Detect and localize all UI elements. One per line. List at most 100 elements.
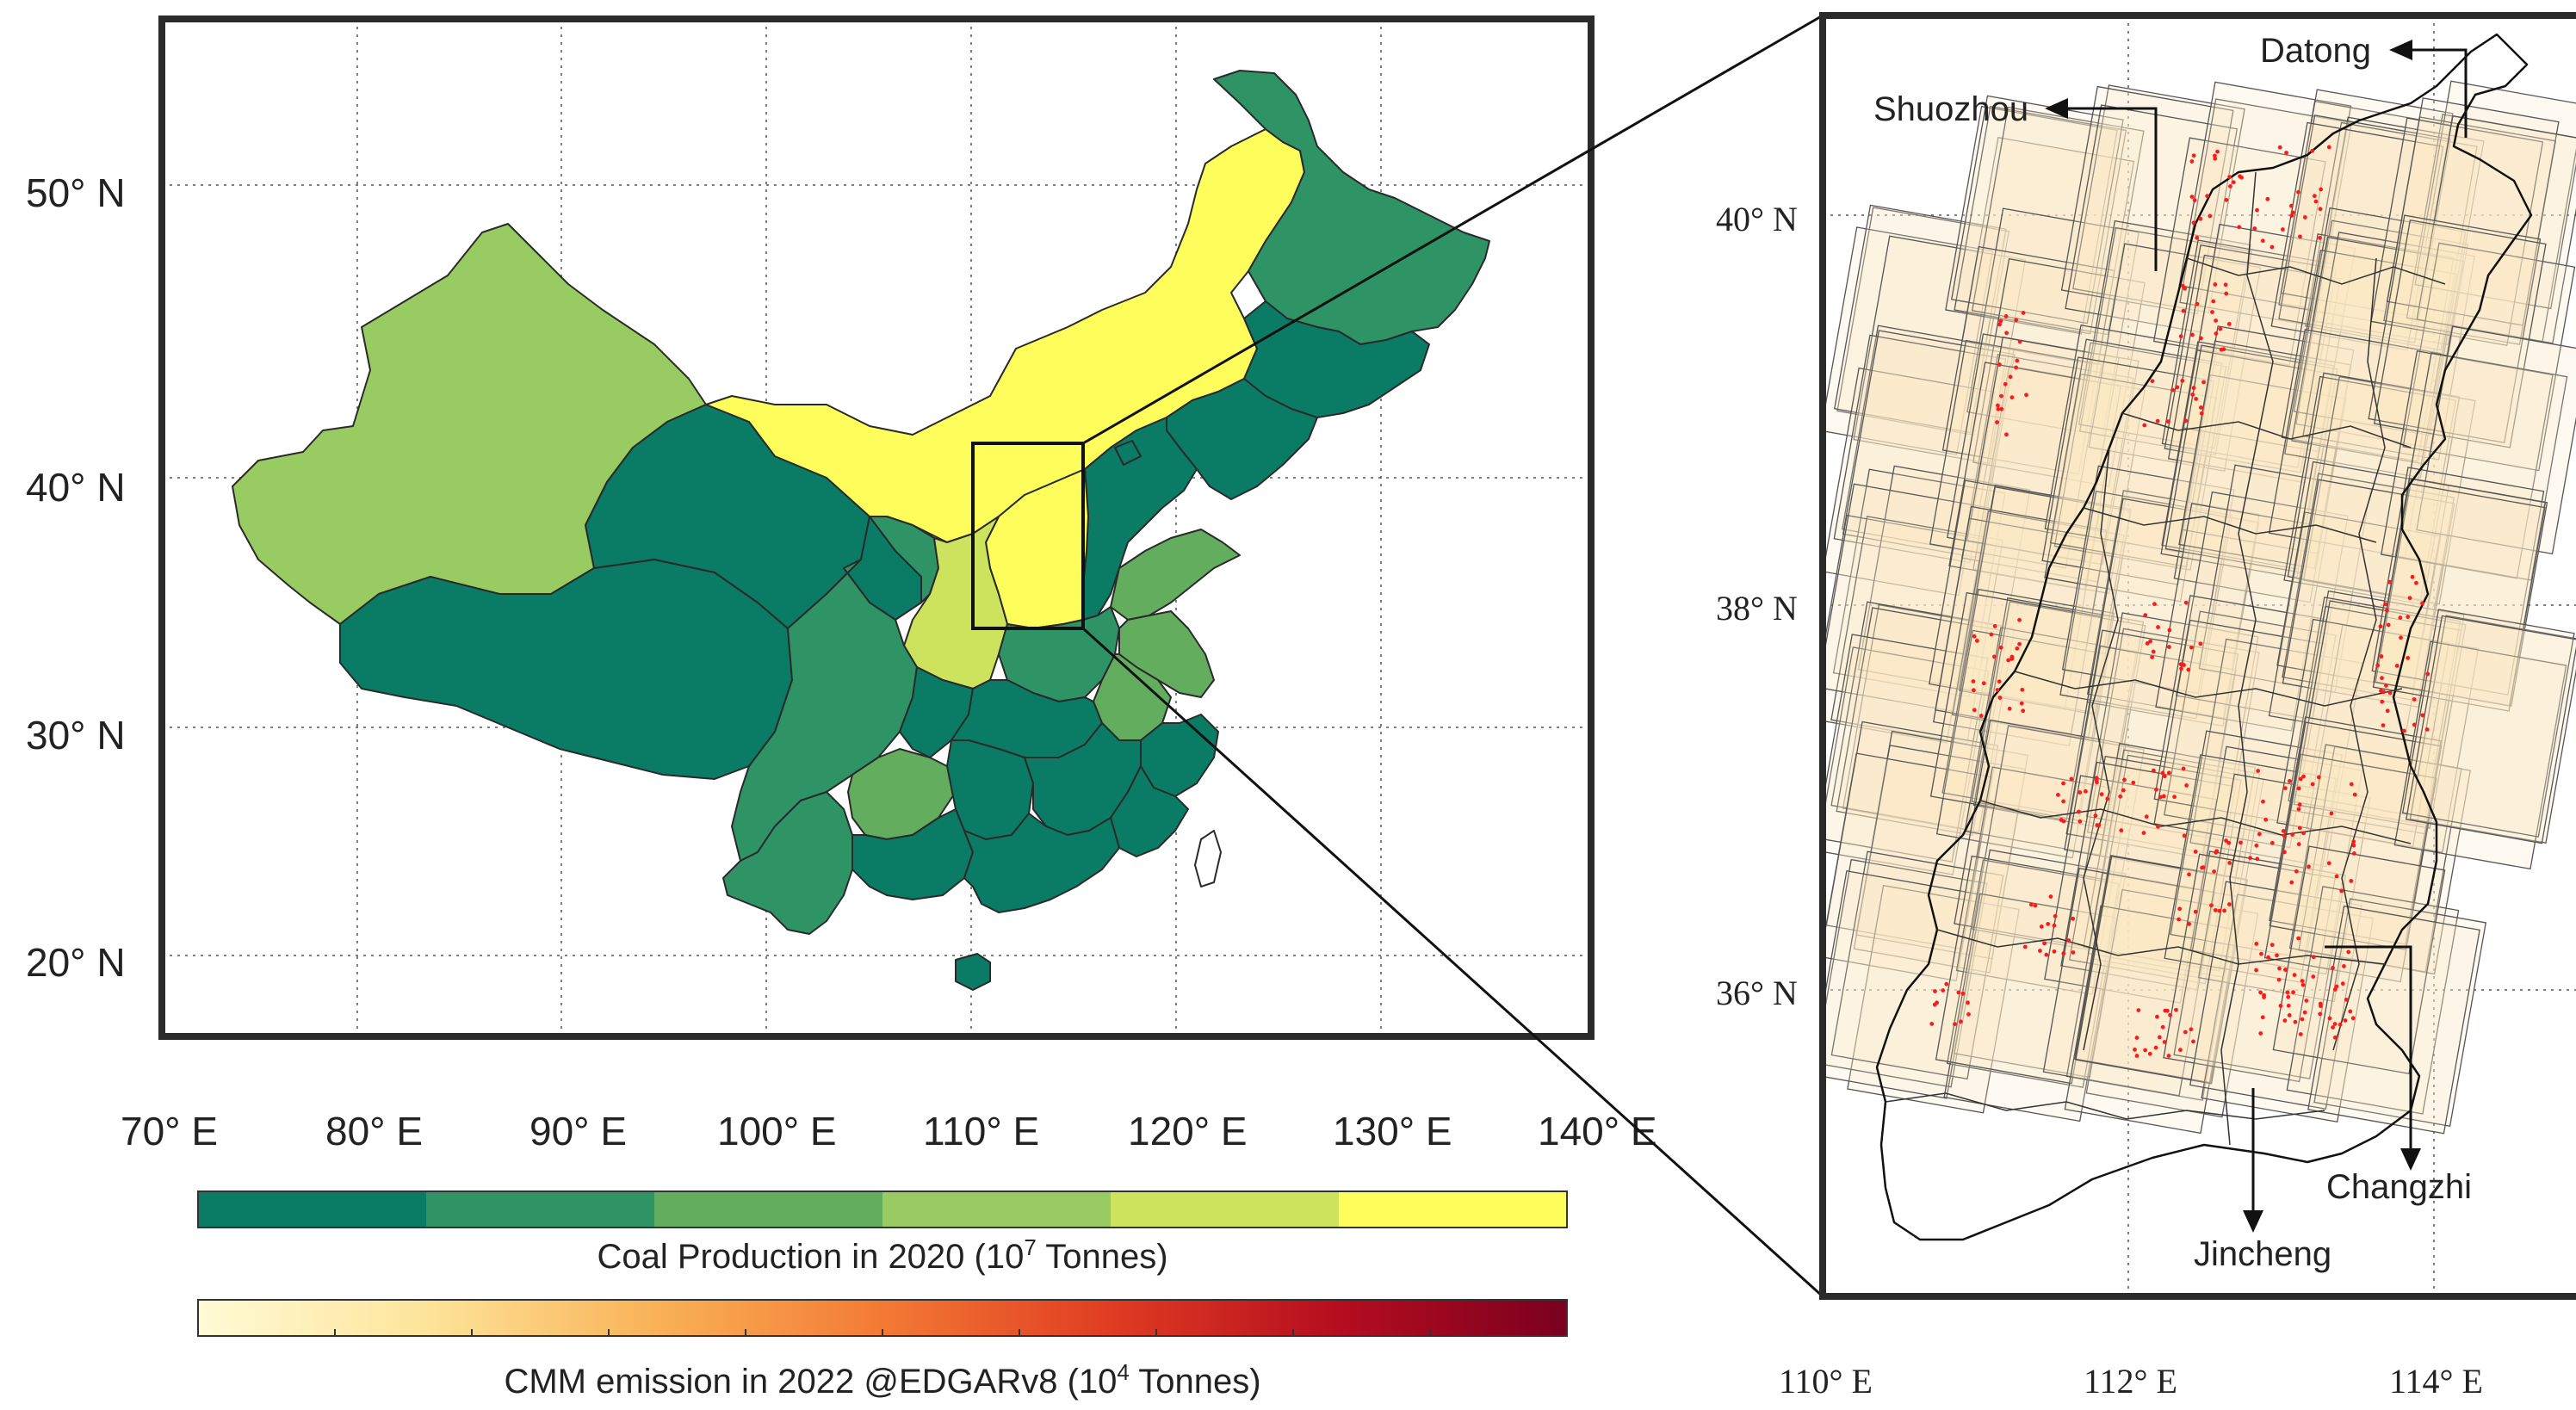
satellite-footprint [2284, 250, 2457, 479]
cmm-point [2071, 950, 2076, 955]
cmm-point [2406, 615, 2411, 620]
cmm-point [2214, 331, 2219, 336]
coal-colorbar-swatch [426, 1191, 655, 1228]
main-lat-labels: 50° N 40° N 30° N 20° N [26, 170, 126, 985]
cmm-point [2121, 788, 2126, 793]
cmm-point [2122, 777, 2127, 782]
cmm-point [2398, 615, 2403, 620]
cmm-point [2021, 311, 2026, 315]
satellite-footprint [1971, 106, 2145, 336]
cmm-point [2214, 850, 2219, 855]
cmm-point [2052, 923, 2057, 928]
cmm-point [2387, 579, 2393, 584]
satellite-footprint [2061, 465, 2235, 695]
cmm-point [2213, 156, 2218, 161]
cmm-point [2227, 861, 2232, 865]
cmm-point [2017, 617, 2022, 622]
cmm-point [2061, 799, 2066, 804]
cmm-point [2424, 727, 2430, 732]
cmm-point [1929, 1022, 1935, 1026]
satellite-footprint [1836, 207, 2010, 436]
changzhi-arrow [2325, 945, 2412, 1153]
cmm-point [2187, 872, 2191, 877]
cmm-point [2293, 1019, 2298, 1024]
cmm-point [2283, 968, 2288, 972]
cmm-point [2266, 955, 2270, 960]
cmm-point [2046, 922, 2051, 926]
cmm-point [2318, 1011, 2323, 1017]
cmm-point [2296, 807, 2301, 812]
cmm-point [2275, 953, 2279, 958]
cmm-point [2006, 658, 2011, 663]
cmm-point [2338, 1022, 2343, 1027]
shuozhou-arrow [2068, 107, 2158, 271]
cmm-point [2056, 792, 2060, 797]
cmm-point [1935, 1000, 1940, 1005]
satellite-footprint [2402, 242, 2576, 472]
cmm-point [2164, 1008, 2170, 1013]
coal-colorbar: Coal Production in 2020 (107 Tonnes) [197, 1190, 1568, 1276]
cmm-point [1971, 679, 1976, 683]
cmm-point [2255, 857, 2260, 862]
cmm-point [2318, 207, 2323, 212]
satellite-footprint [1941, 588, 2115, 818]
cmm-point [2193, 849, 2198, 854]
cmm-point [2177, 917, 2182, 922]
cmm-colorbar-ticks [334, 1329, 1431, 1336]
lon-label: 70° E [121, 1109, 218, 1153]
satellite-footprint [2311, 116, 2485, 346]
cmm-point [2021, 708, 2026, 714]
lon-label: 100° E [717, 1109, 837, 1153]
cmm-point [2052, 949, 2057, 954]
cmm-point [2017, 339, 2022, 344]
satellite-footprint [1842, 325, 2015, 554]
cmm-point [2258, 990, 2263, 995]
satellite-footprint [1966, 207, 2139, 437]
cmm-point [2269, 244, 2275, 250]
satellite-footprint [2201, 894, 2375, 1123]
cmm-point [2310, 782, 2315, 787]
main-map-frame [158, 15, 1595, 1040]
cmm-point [2384, 683, 2388, 688]
satellite-footprint [2153, 595, 2327, 824]
cmm-point [2174, 1007, 2178, 1012]
cmm-point [2145, 641, 2150, 646]
satellite-footprint [2291, 236, 2465, 466]
satellite-footprint [2278, 114, 2451, 343]
cmm-point [2256, 769, 2261, 773]
cmm-point [2282, 786, 2288, 791]
cmm-point [2160, 1024, 2165, 1030]
cmm-point [2009, 395, 2015, 400]
cmm-point [2217, 908, 2222, 913]
cmm-point [2077, 809, 2081, 814]
province-ningxia [869, 516, 939, 603]
satellite-footprint [2086, 490, 2260, 719]
cmm-point [1997, 679, 2002, 684]
lon-label: 110° E [923, 1109, 1039, 1153]
cmm-point [2223, 282, 2228, 288]
cmm-point [2009, 654, 2015, 659]
satellite-footprint [1966, 336, 2139, 566]
cmm-point [2175, 385, 2180, 390]
cmm-point [2007, 706, 2012, 711]
cmm-point [1944, 981, 1949, 986]
cmm-point [2182, 833, 2187, 838]
cmm-point [2350, 1016, 2356, 1021]
cmm-point [2420, 601, 2424, 606]
cmm-point [2237, 225, 2242, 230]
cmm-point [2211, 299, 2216, 304]
shanxi-outline [1875, 33, 2533, 1241]
cmm-point [1978, 714, 1984, 718]
cmm-point [2028, 902, 2034, 907]
cmm-point [2346, 949, 2351, 955]
cmm-point [2412, 697, 2417, 702]
cmm-point [1997, 322, 2003, 327]
cmm-point [2178, 1048, 2183, 1053]
lon-label: 120° E [1128, 1109, 1248, 1153]
cmm-point [1960, 991, 1966, 996]
satellite-footprint [2381, 349, 2554, 579]
cmm-point [2288, 203, 2294, 208]
cmm-point [2134, 1054, 2139, 1058]
cmm-point [2071, 916, 2076, 921]
cmm-point [2218, 326, 2223, 331]
